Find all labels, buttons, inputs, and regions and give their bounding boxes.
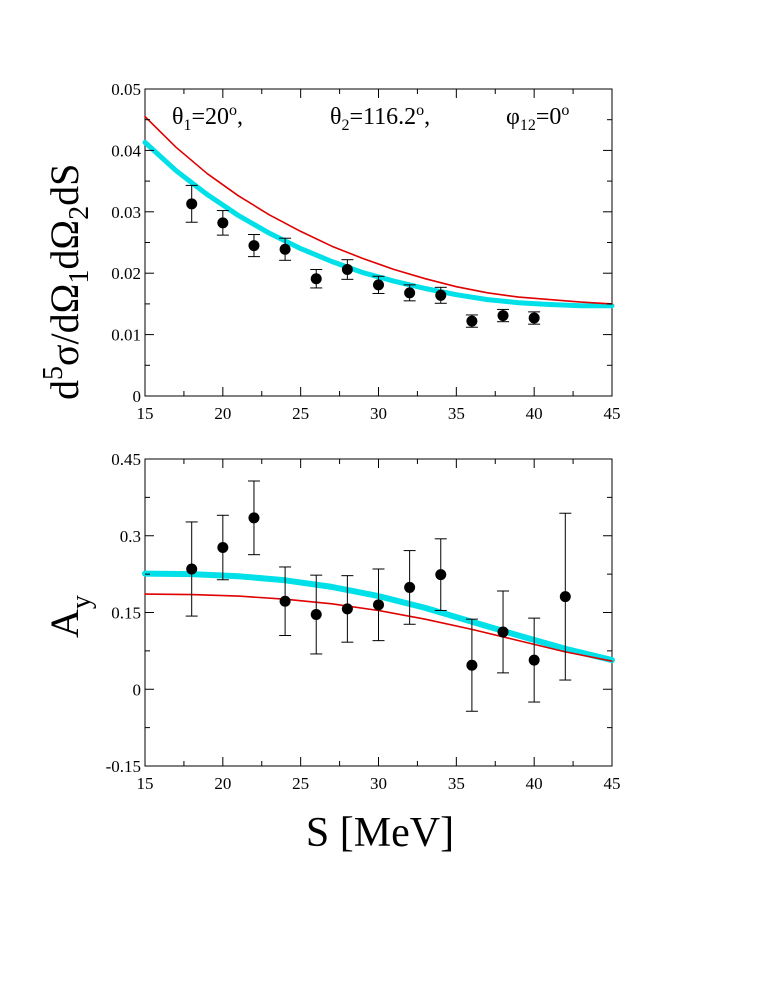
top-data-point <box>404 287 416 299</box>
top-axis-ticks: 15 20 25 30 35 40 45 0 0.01 0.02 0.03 0.04 0.05 <box>111 80 620 423</box>
top-data-point <box>186 198 198 210</box>
x-axis-label: S [MeV] <box>306 810 454 856</box>
bottom-y-axis-label: Ay <box>42 595 97 638</box>
top-x-tick-label: 35 <box>448 404 465 423</box>
bottom-y-tick-label: -0.15 <box>106 757 141 776</box>
annotation-phi12: φ12=0o <box>506 102 569 134</box>
top-data-point <box>248 240 260 252</box>
top-data-point <box>279 243 291 255</box>
bottom-data-point <box>528 654 540 666</box>
bottom-x-tick-label: 35 <box>448 774 465 793</box>
bottom-data-point <box>466 659 478 671</box>
top-y-tick-label: 0.05 <box>111 80 141 99</box>
top-y-tick-label: 0 <box>133 387 142 406</box>
top-x-tick-label: 45 <box>604 404 621 423</box>
bottom-y-tick-label: 0.3 <box>120 527 141 546</box>
top-data-point <box>341 264 353 276</box>
top-plot-marks <box>142 115 615 328</box>
bottom-data-point <box>217 542 229 554</box>
top-data-point <box>217 217 229 229</box>
bottom-data-point <box>310 609 322 621</box>
bottom-data-point <box>435 569 447 581</box>
bottom-data-point <box>559 591 571 603</box>
bottom-x-tick-label: 25 <box>292 774 309 793</box>
annotation-theta1: θ1=20o, <box>172 102 243 134</box>
top-plot-frame <box>144 88 613 397</box>
top-data-point <box>435 289 447 301</box>
bottom-x-tick-label: 45 <box>604 774 621 793</box>
top-y-tick-label: 0.01 <box>111 326 141 345</box>
bottom-data-point <box>248 512 260 524</box>
bottom-panel: 15 20 25 30 35 40 45 -0.15 0 0.15 0.3 0.45 Ay S [Me… <box>42 450 621 856</box>
top-x-tick-label: 20 <box>214 404 231 423</box>
top-x-tick-label: 30 <box>370 404 387 423</box>
bottom-x-tick-label: 30 <box>370 774 387 793</box>
top-y-tick-label: 0.02 <box>111 264 141 283</box>
top-y-tick-label: 0.04 <box>111 141 141 160</box>
bottom-axis-ticks: 15 20 25 30 35 40 45 -0.15 0 0.15 0.3 0.45 <box>106 450 621 793</box>
bottom-y-tick-label: 0.45 <box>111 450 141 469</box>
top-data-point <box>497 310 509 322</box>
top-x-tick-label: 40 <box>526 404 543 423</box>
top-data-point <box>466 315 478 327</box>
bottom-data-point <box>404 581 416 593</box>
bottom-x-tick-label: 40 <box>526 774 543 793</box>
top-data-point <box>373 279 384 291</box>
bottom-y-tick-label: 0.15 <box>111 604 141 623</box>
top-data-point <box>310 273 322 285</box>
top-y-axis-label: d5σ/dΩ1dΩ2dS <box>38 164 95 400</box>
bottom-y-tick-label: 0 <box>133 680 142 699</box>
bottom-data-point <box>497 626 509 638</box>
bottom-data-point <box>279 595 291 607</box>
top-red-curve <box>144 115 613 305</box>
top-x-tick-label: 25 <box>292 404 309 423</box>
top-data-point <box>528 312 540 324</box>
bottom-x-tick-label: 20 <box>214 774 231 793</box>
bottom-data-point <box>341 603 353 615</box>
bottom-data-point <box>373 599 384 611</box>
top-y-tick-label: 0.03 <box>111 203 141 222</box>
bottom-x-tick-label: 15 <box>137 774 154 793</box>
bottom-data-point <box>186 563 198 575</box>
top-x-tick-label: 15 <box>137 404 154 423</box>
annotation-theta2: θ2=116.2o, <box>330 102 430 134</box>
top-panel: 15 20 25 30 35 40 45 0 0.01 0.02 0.03 0.04 0.05 θ1=2… <box>38 80 621 423</box>
bottom-plot-marks <box>142 480 615 712</box>
